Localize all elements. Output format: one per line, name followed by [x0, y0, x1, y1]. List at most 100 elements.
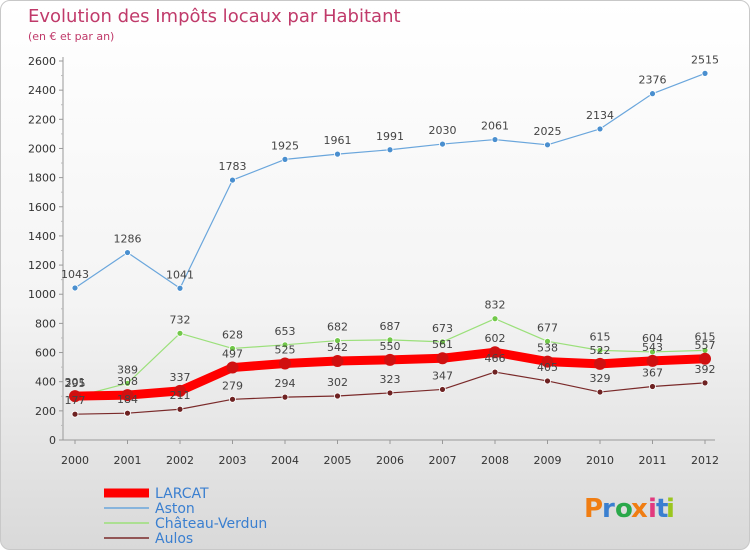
data-point-aulos — [701, 379, 709, 387]
data-point-aston — [544, 141, 551, 149]
data-point-ch-teau-verdun — [596, 346, 604, 354]
logo-letter: i — [666, 494, 675, 524]
data-label-aston: 1783 — [219, 160, 247, 173]
data-point-larcat — [69, 390, 81, 403]
data-point-aston — [439, 140, 446, 148]
data-point-aulos — [491, 368, 499, 376]
data-label-larcat: 525 — [275, 343, 296, 356]
data-point-aulos — [229, 395, 236, 403]
data-label-aulos: 405 — [537, 361, 558, 374]
data-label-aulos: 294 — [275, 377, 296, 390]
data-label-aston: 2025 — [534, 125, 562, 138]
data-point-ch-teau-verdun — [281, 341, 289, 349]
data-label-ch-teau-verdun: 628 — [222, 328, 243, 341]
data-label-ch-teau-verdun: 604 — [642, 332, 663, 345]
data-point-ch-teau-verdun — [439, 338, 446, 346]
data-point-aston — [649, 90, 656, 98]
data-label-aulos: 329 — [590, 372, 611, 385]
data-label-ch-teau-verdun: 615 — [695, 330, 716, 343]
y-tick-label: 800 — [35, 317, 56, 330]
data-label-ch-teau-verdun: 389 — [117, 363, 138, 376]
data-label-aulos: 392 — [695, 363, 716, 376]
x-tick-label: 2000 — [61, 454, 89, 467]
data-point-aulos — [176, 405, 184, 413]
data-label-ch-teau-verdun: 673 — [432, 322, 453, 335]
data-point-aulos — [334, 392, 341, 400]
data-point-aulos — [386, 389, 394, 397]
data-label-larcat: 561 — [432, 338, 453, 351]
data-label-larcat: 602 — [485, 332, 506, 345]
data-point-aston — [71, 284, 79, 292]
data-point-larcat — [174, 384, 186, 397]
data-point-aston — [491, 136, 499, 143]
logo-letter: o — [615, 494, 633, 524]
data-point-aston — [386, 146, 394, 154]
logo-letter: r — [602, 494, 615, 524]
data-labels: 301 308 337 497 525 542 550 561 602 538 522 543 557 1… — [61, 53, 719, 407]
data-label-larcat: 550 — [380, 340, 401, 353]
data-label-aulos: 211 — [170, 389, 191, 402]
data-label-aston: 2515 — [691, 53, 719, 66]
legend-label-aston: Aston — [155, 501, 195, 517]
logo-letter: i — [648, 494, 657, 524]
data-point-larcat — [646, 354, 659, 367]
data-label-aston: 2376 — [639, 74, 667, 87]
legend-label-ch-teau-verdun: Château-Verdun — [155, 516, 267, 532]
y-tick-label: 400 — [35, 376, 56, 389]
data-point-ch-teau-verdun — [229, 345, 236, 352]
y-tick-label: 600 — [35, 347, 56, 360]
data-label-aston: 1041 — [166, 268, 194, 281]
data-point-aston — [334, 150, 341, 158]
y-tick-label: 1800 — [28, 172, 56, 185]
data-label-larcat: 337 — [170, 371, 191, 384]
x-tick-label: 2007 — [429, 454, 457, 467]
data-label-aulos: 466 — [485, 352, 506, 365]
data-point-larcat — [594, 357, 606, 370]
data-point-aston — [281, 155, 289, 163]
data-point-ch-teau-verdun — [544, 337, 551, 345]
y-tick-label: 2000 — [28, 142, 56, 155]
data-label-ch-teau-verdun: 653 — [275, 325, 296, 338]
data-label-larcat: 522 — [590, 344, 611, 357]
data-label-larcat: 542 — [327, 341, 348, 354]
y-tick-label: 1400 — [28, 230, 56, 243]
data-label-ch-teau-verdun: 677 — [537, 321, 558, 334]
data-point-aulos — [71, 410, 79, 418]
y-tick-label: 1600 — [28, 201, 56, 214]
x-tick-label: 2004 — [271, 454, 299, 467]
data-label-larcat: 301 — [65, 376, 86, 389]
data-label-ch-teau-verdun: 732 — [170, 313, 191, 326]
data-label-larcat: 538 — [537, 342, 558, 355]
x-tick-label: 2002 — [166, 454, 194, 467]
data-label-aulos: 367 — [642, 367, 663, 380]
data-label-larcat: 308 — [117, 375, 138, 388]
data-label-aston: 1991 — [376, 130, 404, 143]
x-tick-label: 2001 — [114, 454, 142, 467]
data-point-ch-teau-verdun — [386, 336, 394, 344]
data-label-ch-teau-verdun: 682 — [327, 321, 348, 334]
data-label-ch-teau-verdun: 295 — [65, 377, 86, 390]
data-point-aston — [596, 125, 604, 133]
data-point-aulos — [596, 388, 604, 396]
legend-label-larcat: LARCAT — [155, 486, 209, 502]
series-layer — [69, 69, 711, 418]
data-point-larcat — [699, 352, 711, 365]
data-label-aulos: 323 — [380, 373, 401, 386]
y-tick-label: 200 — [35, 405, 56, 418]
data-label-aulos: 302 — [327, 376, 348, 389]
x-tick-label: 2010 — [586, 454, 614, 467]
data-point-larcat — [436, 352, 449, 365]
data-point-aston — [176, 284, 184, 292]
y-tick-label: 2600 — [28, 55, 56, 68]
data-label-aston: 2030 — [429, 124, 457, 137]
data-point-larcat — [541, 355, 554, 368]
data-point-larcat — [279, 357, 291, 370]
data-label-aston: 1286 — [114, 233, 142, 246]
data-point-aston — [124, 249, 131, 256]
data-label-aston: 2134 — [586, 109, 614, 122]
x-tick-label: 2012 — [691, 454, 719, 467]
x-tick-label: 2011 — [639, 454, 667, 467]
x-tick-label: 2005 — [324, 454, 352, 467]
